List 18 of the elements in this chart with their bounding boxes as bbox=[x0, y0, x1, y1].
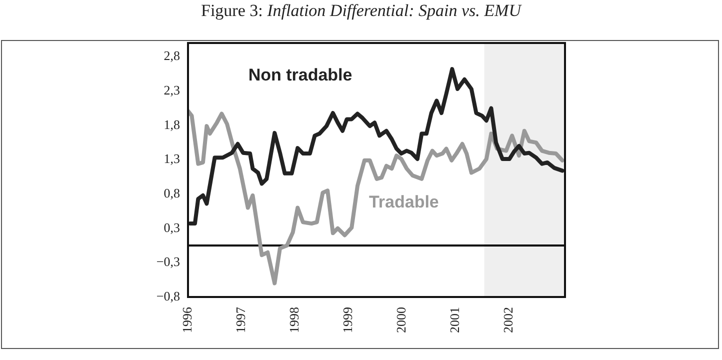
x-tick-label: 2001 bbox=[446, 307, 462, 333]
y-tick-label: −0,8 bbox=[156, 288, 180, 304]
x-tick-label: 1998 bbox=[286, 307, 302, 333]
x-tick-label: 2000 bbox=[393, 307, 408, 333]
y-tick-label: 1,3 bbox=[164, 151, 180, 166]
x-tick-label: 1996 bbox=[179, 306, 194, 333]
y-tick-label: 0,3 bbox=[164, 220, 180, 235]
y-tick-label: 1,8 bbox=[164, 116, 180, 132]
y-tick-label: −0,3 bbox=[156, 254, 180, 270]
x-tick-label: 1997 bbox=[232, 306, 248, 333]
series-label: Non tradable bbox=[248, 66, 352, 85]
x-tick-label: 2002 bbox=[500, 307, 516, 333]
x-tick-label: 1999 bbox=[340, 307, 355, 333]
series-label: Tradable bbox=[368, 192, 439, 212]
y-tick-label: 2,3 bbox=[164, 82, 180, 98]
y-tick-label: 0,8 bbox=[164, 185, 180, 200]
chart-title: Figure 3: Inflation Differential: Spain vs. EMU bbox=[200, 1, 523, 21]
y-tick-label: 2,8 bbox=[164, 48, 180, 64]
